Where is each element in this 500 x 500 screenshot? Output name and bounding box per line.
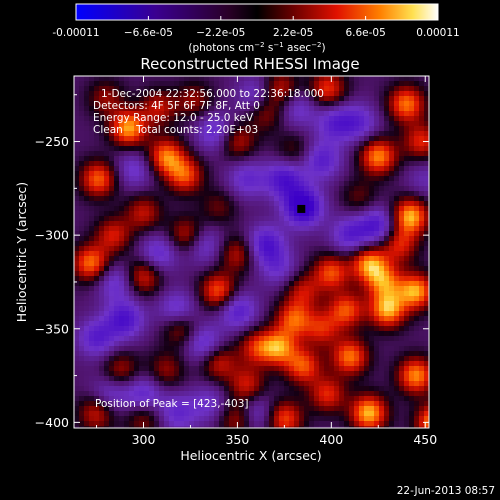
plot-frame bbox=[73, 75, 430, 429]
annotation-detectors: Detectors: 4F 5F 6F 7F 8F, Att 0 bbox=[93, 100, 260, 112]
y-tick-label: −250 bbox=[35, 134, 69, 149]
x-tick-label: 350 bbox=[225, 432, 249, 447]
axis-ticks: 300 350 400 450 −250 −300 −350 −400 bbox=[35, 76, 437, 447]
x-tick-label: 300 bbox=[132, 432, 156, 447]
colorbar-tick-label: 0.00011 bbox=[416, 27, 459, 39]
y-tick-label: −400 bbox=[35, 415, 69, 430]
colorbar-tick-label: -0.00011 bbox=[52, 27, 99, 39]
timestamp: 22-Jun-2013 08:57 bbox=[397, 485, 495, 497]
chart-title: Reconstructed RHESSI Image bbox=[140, 55, 359, 73]
annotation-time-range: 1-Dec-2004 22:32:56.000 to 22:36:18.000 bbox=[101, 88, 324, 100]
annotation-energy-range: Energy Range: 12.0 - 25.0 keV bbox=[93, 112, 254, 124]
annotation-peak-position: Position of Peak = [423,-403] bbox=[95, 398, 249, 410]
colorbar-tick-label: 2.2e-05 bbox=[273, 27, 313, 39]
y-tick-label: −350 bbox=[35, 321, 69, 336]
colorbar-tick-label: −6.6e-05 bbox=[124, 27, 173, 39]
colorbar-tick-label: −2.2e-05 bbox=[196, 27, 245, 39]
colorbar bbox=[75, 3, 439, 21]
heatmap-image bbox=[74, 76, 430, 429]
annotation-clean-counts: Clean Total counts: 2.20E+03 bbox=[93, 124, 258, 136]
x-axis-label: Heliocentric X (arcsec) bbox=[180, 448, 321, 463]
colorbar-tick-label: 6.6e-05 bbox=[345, 27, 385, 39]
y-axis-label: Heliocentric Y (arcsec) bbox=[14, 182, 29, 322]
colorbar-ticks: -0.00011 −6.6e-05 −2.2e-05 2.2e-05 6.6e-05 0.… bbox=[52, 16, 460, 39]
intensity-minimum-spot bbox=[297, 204, 306, 213]
colorbar-units: (photons cm−2 s−1 asec−2) bbox=[188, 41, 325, 54]
y-tick-label: −300 bbox=[35, 228, 69, 243]
x-tick-label: 450 bbox=[413, 432, 437, 447]
x-tick-label: 400 bbox=[319, 432, 343, 447]
